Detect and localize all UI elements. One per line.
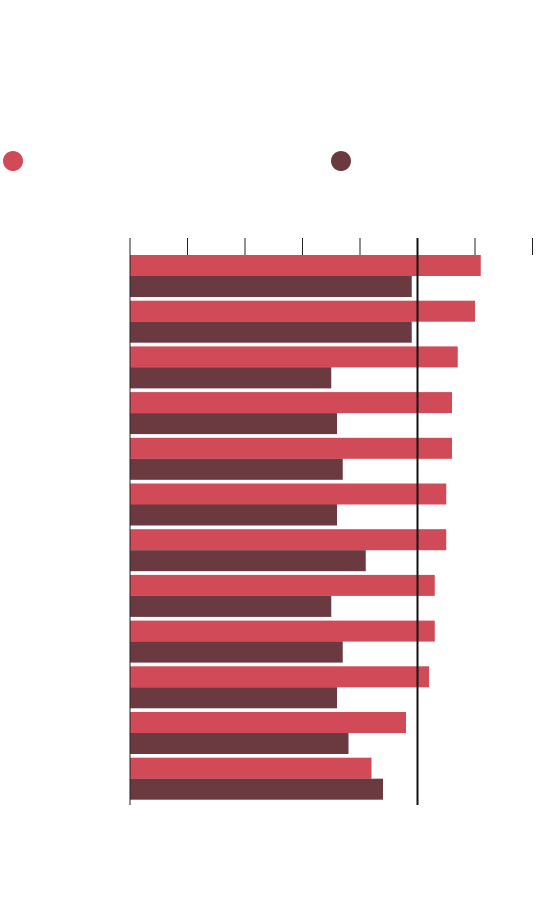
bar [130, 757, 372, 779]
bar [130, 458, 343, 480]
bar [130, 641, 343, 663]
bar [130, 687, 337, 709]
bar [130, 529, 447, 551]
bar [130, 483, 447, 505]
bar [130, 595, 332, 617]
bar [130, 321, 412, 343]
bar [130, 413, 337, 435]
bar [130, 733, 349, 754]
bar [130, 367, 332, 389]
bar [130, 666, 429, 688]
bar [130, 392, 452, 414]
legend-swatch [3, 151, 23, 171]
bar [130, 346, 458, 368]
bar [130, 504, 337, 526]
bar [130, 620, 435, 642]
bar [130, 712, 406, 733]
bar [130, 550, 366, 572]
bar [130, 300, 475, 322]
legend-swatch [331, 151, 351, 171]
bar [130, 255, 481, 276]
bar [130, 276, 412, 297]
bar [130, 437, 452, 459]
bar [130, 778, 383, 800]
bar [130, 574, 435, 596]
